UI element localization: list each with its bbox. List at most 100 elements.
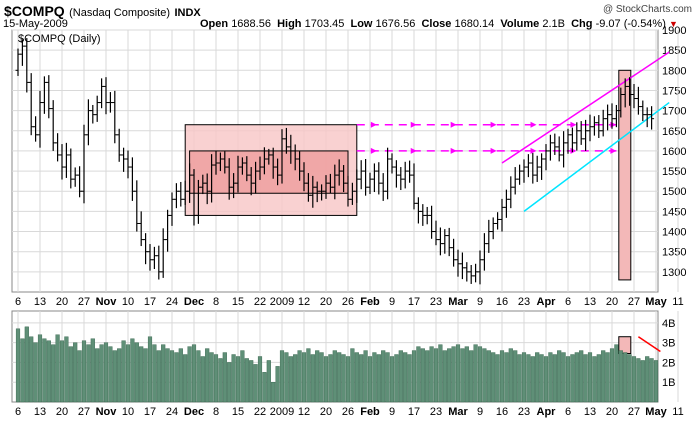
volume-x-tick-label: 15 <box>232 406 244 418</box>
volume-bar <box>460 348 465 403</box>
chg-label: Chg <box>571 18 593 30</box>
volume-bar <box>561 352 566 403</box>
volume-bar <box>372 352 377 403</box>
volume-bar <box>367 356 373 403</box>
volume-bar <box>521 352 527 403</box>
volume-bar <box>213 354 219 403</box>
price-x-tick-label: 6 <box>15 296 21 308</box>
volume-bar <box>178 348 183 403</box>
volume-bar <box>618 350 623 403</box>
low-value: 1676.56 <box>375 18 416 30</box>
volume-bar <box>306 348 311 403</box>
volume-bar <box>169 350 175 403</box>
volume-bar <box>231 354 236 403</box>
close-value: 1680.14 <box>454 18 495 30</box>
volume-bar <box>249 360 254 403</box>
volume-x-tick-label: Feb <box>360 406 380 418</box>
volume-bar <box>592 356 597 403</box>
price-y-tick-label: 1300 <box>662 267 686 279</box>
price-x-tick-label: 13 <box>584 296 596 308</box>
volume-bar <box>341 354 346 403</box>
price-x-tick-label: 2009 <box>270 296 294 308</box>
volume-bar <box>486 350 491 403</box>
volume-y-tick-label: 3B <box>662 338 675 350</box>
volume-bar <box>37 334 43 403</box>
volume-bar <box>55 334 60 403</box>
volume-bar <box>147 336 153 403</box>
volume-bar <box>579 350 584 403</box>
price-x-tick-label: 20 <box>320 296 332 308</box>
volume-bar <box>86 344 91 403</box>
volume-bar <box>495 354 500 403</box>
volume-x-tick-label: 17 <box>408 406 420 418</box>
volume-bar <box>121 340 126 403</box>
volume-bar <box>587 352 593 403</box>
lower-projection-arrow-arrowhead-icon <box>530 147 537 154</box>
volume-bar <box>596 354 601 403</box>
volume-bar <box>535 352 540 403</box>
volume-bar <box>354 352 359 403</box>
price-x-tick-label: 9 <box>477 296 483 308</box>
volume-bar <box>143 348 148 403</box>
volume-bar <box>293 354 298 403</box>
volume-bar <box>411 350 417 403</box>
price-x-tick-label: 15 <box>232 296 244 308</box>
volume-bar <box>640 360 645 403</box>
volume-bar <box>636 358 641 403</box>
volume-bar <box>332 350 337 403</box>
volume-x-tick-label: 23 <box>430 406 442 418</box>
volume-bar <box>649 358 654 403</box>
volume-bar <box>68 346 73 403</box>
volume-bar <box>240 350 245 403</box>
down-triangle-icon: ▼ <box>668 19 678 29</box>
volume-bar <box>227 362 232 403</box>
volume-x-tick-label: Dec <box>184 406 204 418</box>
volume-bar <box>627 354 632 403</box>
volume-bar <box>623 352 628 403</box>
volume-x-tick-label: 13 <box>34 406 46 418</box>
volume-bar <box>165 348 170 403</box>
price-x-tick-label: 22 <box>254 296 266 308</box>
channel-upper-line <box>501 51 670 164</box>
volume-bar <box>29 336 34 403</box>
lower-projection-arrow-arrowhead-icon <box>410 147 417 154</box>
volume-bar <box>416 346 421 403</box>
price-y-tick-label: 1400 <box>662 227 686 239</box>
volume-bar <box>539 354 544 403</box>
volume-x-tick-label: 9 <box>389 406 395 418</box>
volume-bar <box>279 350 285 403</box>
volume-bar <box>284 352 289 403</box>
volume-bar <box>200 356 205 403</box>
volume-bar <box>513 350 518 403</box>
volume-x-tick-label: 20 <box>606 406 618 418</box>
upper-projection-arrow-arrowhead-icon <box>370 121 377 128</box>
volume-bar <box>319 352 324 403</box>
price-x-tick-label: 26 <box>342 296 354 308</box>
volume-bar <box>64 336 69 403</box>
open-value: 1688.56 <box>231 18 271 30</box>
volume-value: 2.1B <box>542 18 565 30</box>
volume-x-tick-label: 20 <box>320 406 332 418</box>
price-x-tick-label: May <box>645 296 667 308</box>
price-x-tick-label: Mar <box>448 296 468 308</box>
volume-bar <box>218 358 223 403</box>
volume-x-tick-label: 16 <box>496 406 508 418</box>
price-x-tick-label: Nov <box>96 296 118 308</box>
channel-lower-line <box>523 101 670 212</box>
volume-bar <box>526 354 531 403</box>
price-x-tick-label: Dec <box>184 296 204 308</box>
volume-x-tick-label: 17 <box>144 406 156 418</box>
volume-bar <box>275 366 280 403</box>
volume-bar <box>491 352 496 403</box>
volume-bar <box>337 352 342 403</box>
symbol: $COMPQ <box>4 3 65 19</box>
volume-trend-line <box>637 336 661 353</box>
volume-x-tick-label: Apr <box>537 406 557 418</box>
volume-bar <box>359 354 364 403</box>
volume-bar <box>33 342 38 403</box>
volume-bar <box>438 344 443 403</box>
volume-bar <box>407 354 412 403</box>
header-symbol-block: $COMPQ (Nasdaq Composite) INDX <box>4 3 201 21</box>
chg-value: -9.07 (-0.54%) <box>595 18 666 30</box>
volume-bar <box>473 344 478 403</box>
